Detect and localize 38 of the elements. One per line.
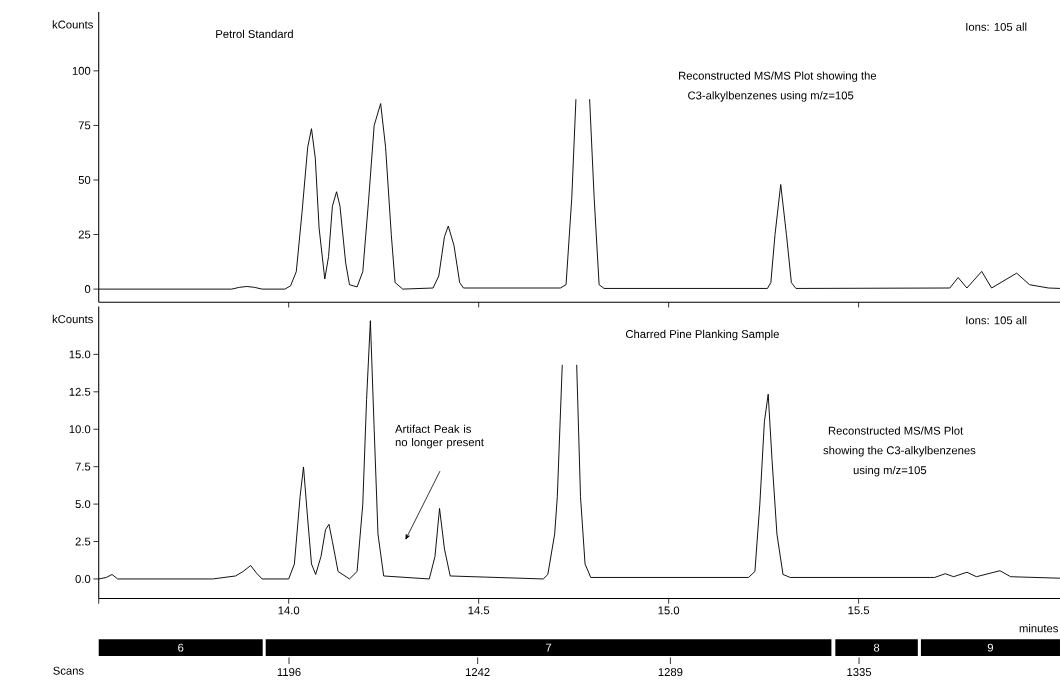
x2-axis-title: Scans — [53, 666, 84, 675]
annotation: C3-alkylbenzenes using m/z=105 — [688, 91, 854, 102]
x2-tick-label: 1196 — [277, 668, 301, 677]
text: 9 — [987, 643, 993, 652]
text: 7 — [546, 643, 552, 652]
x2-tick-label: 1242 — [465, 668, 490, 676]
y-tick-label: 0 — [84, 285, 91, 294]
annotation: Reconstructed MS/MS Plot — [828, 426, 964, 435]
y-tick-label: 15.0 — [69, 350, 91, 359]
annotation: Ions: 105 all — [966, 316, 1027, 325]
y-tick-label: 25 — [78, 230, 91, 239]
text: Petrol Standard — [216, 29, 293, 39]
y-tick-label: 5.0 — [75, 500, 91, 509]
x-tick-label: 14.5 — [468, 606, 490, 615]
y-tick-label: 50 — [78, 176, 91, 184]
x-tick-label: 14.0 — [278, 606, 300, 615]
x2-tick-label: 1335 — [847, 668, 872, 677]
text: Charred Pine Planking Sample — [625, 329, 779, 341]
y-tick-label: 7.5 — [75, 462, 91, 471]
annotation: using m/z=105 — [853, 465, 927, 477]
x-tick-label: 15.0 — [658, 606, 680, 615]
y-axis-title: kCounts — [52, 314, 93, 324]
y-axis-title: kCounts — [52, 20, 93, 29]
y-tick-label: 75 — [78, 121, 91, 130]
x-axis-title: minutes — [1019, 624, 1058, 633]
text: 8 — [873, 643, 880, 652]
annotation: Artifact Peak is no longer present — [395, 424, 484, 449]
y-tick-label: 12.5 — [69, 387, 91, 396]
annotation: Ions: 105 all — [966, 22, 1027, 31]
y-tick-label: 100 — [72, 66, 91, 75]
text: 6 — [178, 643, 184, 652]
y-tick-label: 10.0 — [69, 425, 91, 434]
x2-tick-label: 1289 — [658, 668, 683, 677]
y-tick-label: 0.0 — [75, 575, 91, 583]
annotation: Reconstructed MS/MS Plot showing the — [679, 71, 877, 82]
x-tick-label: 15.5 — [848, 606, 870, 615]
annotation: showing the C3-alkylbenzenes — [823, 446, 976, 457]
y-tick-label: 2.5 — [75, 537, 91, 546]
